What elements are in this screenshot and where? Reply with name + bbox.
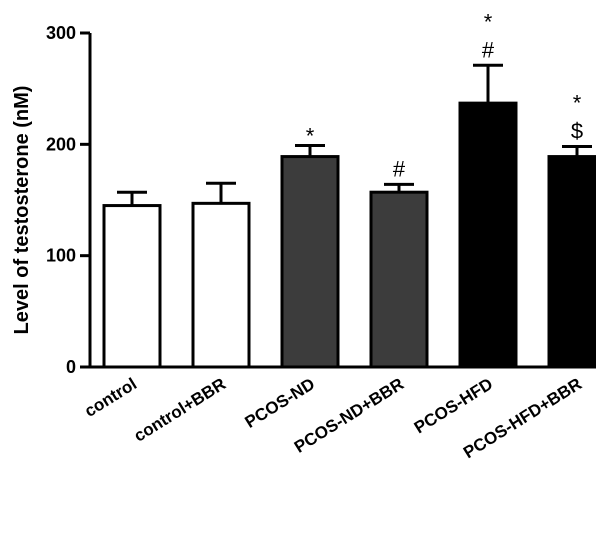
bar-3 (369, 190, 429, 369)
annotation-5-1: $ (571, 119, 583, 144)
y-ticks: 0 100 200 300 (46, 23, 90, 377)
bar-2 (280, 155, 340, 369)
y-tick-label-2: 200 (46, 134, 76, 154)
error-bars (117, 63, 592, 206)
bar-5 (547, 155, 596, 369)
bar-0 (102, 204, 162, 369)
annotation-2-0: * (306, 123, 315, 148)
category-label-2: PCOS-ND (242, 374, 319, 432)
annotation-5-0: * (573, 91, 582, 116)
y-tick-label-3: 300 (46, 23, 76, 43)
category-label-1: control+BBR (131, 374, 230, 445)
annotation-4-1: # (482, 37, 495, 62)
y-axis-label: Level of testosterone (nM) (11, 86, 33, 335)
annotations: * # # * $ * (306, 9, 583, 181)
y-tick-label-0: 0 (66, 357, 76, 377)
y-tick-label-1: 100 (46, 246, 76, 266)
category-label-0: control (81, 374, 140, 421)
annotation-3-0: # (393, 156, 406, 181)
category-label-4: PCOS-HFD (411, 374, 496, 437)
annotation-4-0: * (484, 9, 493, 34)
bars (102, 101, 596, 369)
bar-1 (191, 201, 251, 369)
bar-4 (458, 101, 518, 369)
